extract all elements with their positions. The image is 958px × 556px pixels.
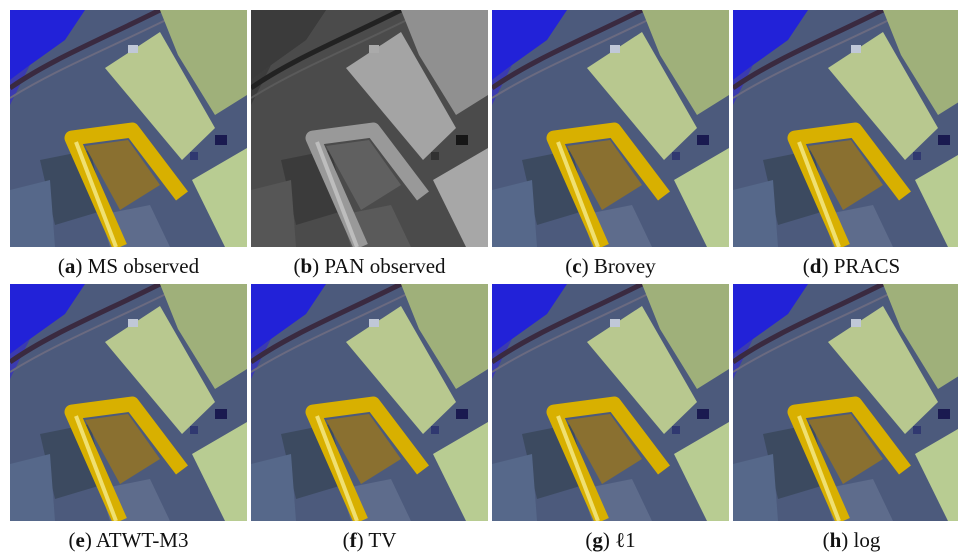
caption-part: ) PRACS	[821, 254, 900, 278]
caption-part: ) PAN observed	[312, 254, 446, 278]
caption-part: c	[572, 254, 581, 278]
caption-part: (	[343, 528, 350, 552]
caption-part: d	[810, 254, 822, 278]
caption-part: ) MS observed	[75, 254, 199, 278]
panel-image	[251, 284, 488, 521]
panel-caption: (b) PAN observed	[293, 254, 446, 278]
caption-part: ) Brovey	[582, 254, 657, 278]
caption-part: ) ATWT-M3	[85, 528, 189, 552]
panel-caption: (c) Brovey	[565, 254, 656, 278]
panel-caption: (d) PRACS	[803, 254, 900, 278]
figure: (a) MS observed(b) PAN observed(c) Brove…	[0, 0, 958, 556]
caption-part: ) ℓ1	[603, 528, 636, 552]
panel-image	[10, 284, 247, 521]
caption-part: (	[58, 254, 65, 278]
panel-image	[733, 10, 958, 247]
caption-part: (	[69, 528, 76, 552]
panel-image	[492, 10, 729, 247]
caption-part: (	[823, 528, 830, 552]
caption-part: ) log	[841, 528, 881, 552]
panel-caption: (g) ℓ1	[585, 528, 635, 552]
caption-part: a	[65, 254, 76, 278]
panel-image	[251, 10, 488, 247]
caption-part: (	[293, 254, 300, 278]
panel-caption: (e) ATWT-M3	[69, 528, 189, 552]
caption-part: (	[585, 528, 592, 552]
caption-part: ) TV	[357, 528, 397, 552]
panel-image	[10, 10, 247, 247]
caption-part: (	[565, 254, 572, 278]
caption-part: (	[803, 254, 810, 278]
panel-image	[492, 284, 729, 521]
caption-part: g	[592, 528, 603, 552]
caption-part: h	[830, 528, 842, 552]
panel-image	[733, 284, 958, 521]
panel-caption: (h) log	[823, 528, 881, 552]
panel-caption: (f) TV	[343, 528, 397, 552]
caption-part: b	[300, 254, 312, 278]
panel-caption: (a) MS observed	[58, 254, 200, 278]
caption-part: e	[76, 528, 85, 552]
